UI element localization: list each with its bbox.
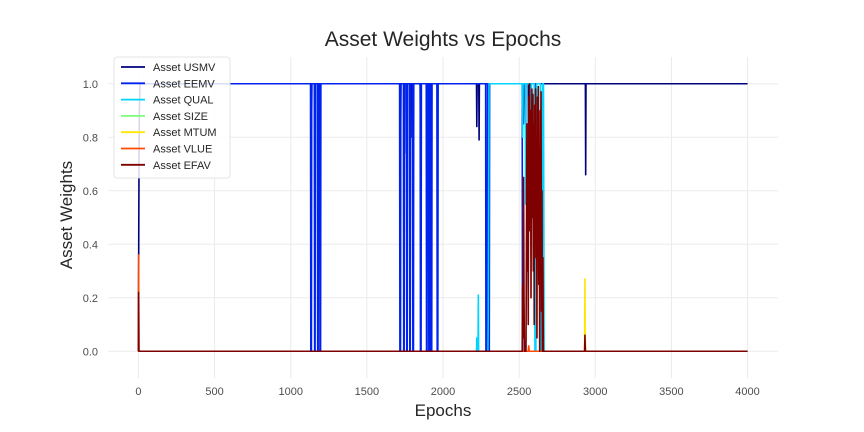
y-tick-label: 0.8 [83,132,98,144]
legend-label-asset-size: Asset SIZE [153,111,208,123]
y-tick-label: 0.2 [83,293,98,305]
x-tick-label: 1000 [278,386,302,398]
y-tick-label: 0.4 [83,239,98,251]
x-tick-labels: 0 500 1000 1500 2000 2500 3000 3500 4000 [135,386,759,398]
legend-label-asset-mtum: Asset MTUM [153,127,217,139]
series-line-asset-efav [137,82,748,353]
y-axis-label: Asset Weights [57,161,76,269]
chart-title: Asset Weights vs Epochs [325,28,562,51]
x-tick-label: 4000 [735,386,759,398]
legend-label-asset-efav: Asset EFAV [153,160,212,172]
x-tick-label: 3500 [659,386,683,398]
x-axis-label: Epochs [415,401,472,420]
legend-label-asset-vlue: Asset VLUE [153,144,212,156]
legend-label-asset-eemv: Asset EEMV [153,78,215,90]
x-tick-label: 1500 [355,386,379,398]
y-tick-label: 1.0 [83,79,98,91]
x-tick-label: 2000 [431,386,455,398]
x-tick-label: 3000 [583,386,607,398]
x-tick-label: 0 [135,386,141,398]
x-tick-label: 2500 [507,386,531,398]
legend-label-asset-qual: Asset QUAL [153,95,214,107]
x-tick-label: 500 [205,386,223,398]
y-tick-label: 0.6 [83,186,98,198]
y-tick-labels: 0.0 0.2 0.4 0.6 0.8 1.0 [83,79,98,359]
legend: Asset USMV Asset EEMV Asset QUAL Asset SIZE… [113,56,231,179]
y-tick-label: 0.0 [83,346,98,358]
series-lines [137,82,748,353]
legend-label-asset-usmv: Asset USMV [153,62,216,74]
series-line-asset-vlue [137,254,748,353]
